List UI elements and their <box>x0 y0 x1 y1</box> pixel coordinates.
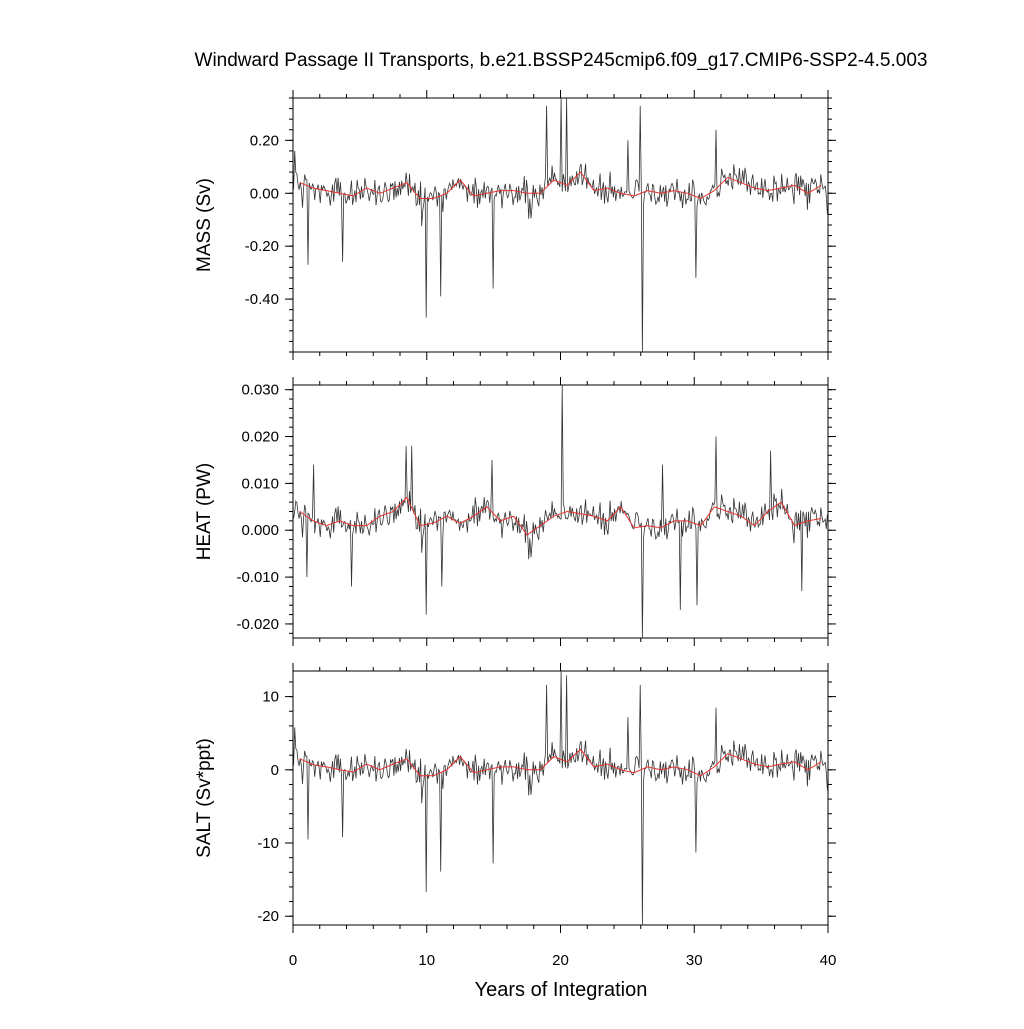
monthly-series-salt <box>293 671 828 925</box>
y-axis-label-heat: HEAT (PW) <box>194 463 215 560</box>
x-tick-label-3: 30 <box>686 952 703 969</box>
y-axis-label-salt: SALT (Sv*ppt) <box>194 738 215 858</box>
monthly-series-heat <box>293 385 828 638</box>
annual-mean-series-heat <box>299 496 822 536</box>
y-tick-label-heat-1: 0.020 <box>241 429 279 446</box>
monthly-series-mass <box>293 98 828 352</box>
y-tick-label-mass-3: -0.40 <box>245 291 279 308</box>
panel-salt: 10 0 -10 -20 SALT (Sv*ppt) <box>194 663 836 933</box>
panel-frame-heat <box>292 384 829 639</box>
x-tick-label-1: 10 <box>418 952 435 969</box>
panel-mass: 0.20 0.00 -0.20 -0.40 MASS (Sv) <box>194 90 836 360</box>
x-tick-label-0: 0 <box>289 952 297 969</box>
chart-title: Windward Passage II Transports, b.e21.BS… <box>195 50 928 71</box>
panel-heat: 0.030 0.020 0.010 0.000 -0.010 -0.020 HEAT (PW… <box>194 377 836 646</box>
x-tick-label-4: 40 <box>820 952 837 969</box>
y-tick-label-salt-2: -10 <box>257 835 279 852</box>
y-tick-label-heat-5: -0.020 <box>236 616 279 633</box>
annual-mean-series-mass <box>299 171 822 200</box>
x-axis-label: Years of Integration <box>475 979 648 1001</box>
y-tick-label-mass-2: -0.20 <box>245 238 279 255</box>
x-tick-label-2: 20 <box>552 952 569 969</box>
y-tick-label-salt-0: 10 <box>262 689 279 706</box>
annual-mean-series-salt <box>299 748 822 777</box>
y-tick-label-mass-1: 0.00 <box>250 185 279 202</box>
y-tick-label-heat-4: -0.010 <box>236 569 279 586</box>
y-tick-label-heat-3: 0.000 <box>241 522 279 539</box>
y-tick-label-salt-1: 0 <box>271 762 279 779</box>
y-tick-label-heat-2: 0.010 <box>241 475 279 492</box>
y-axis-label-mass: MASS (Sv) <box>194 178 215 272</box>
y-tick-label-salt-3: -20 <box>257 908 279 925</box>
y-tick-label-mass-0: 0.20 <box>250 132 279 149</box>
y-tick-label-heat-0: 0.030 <box>241 382 279 399</box>
